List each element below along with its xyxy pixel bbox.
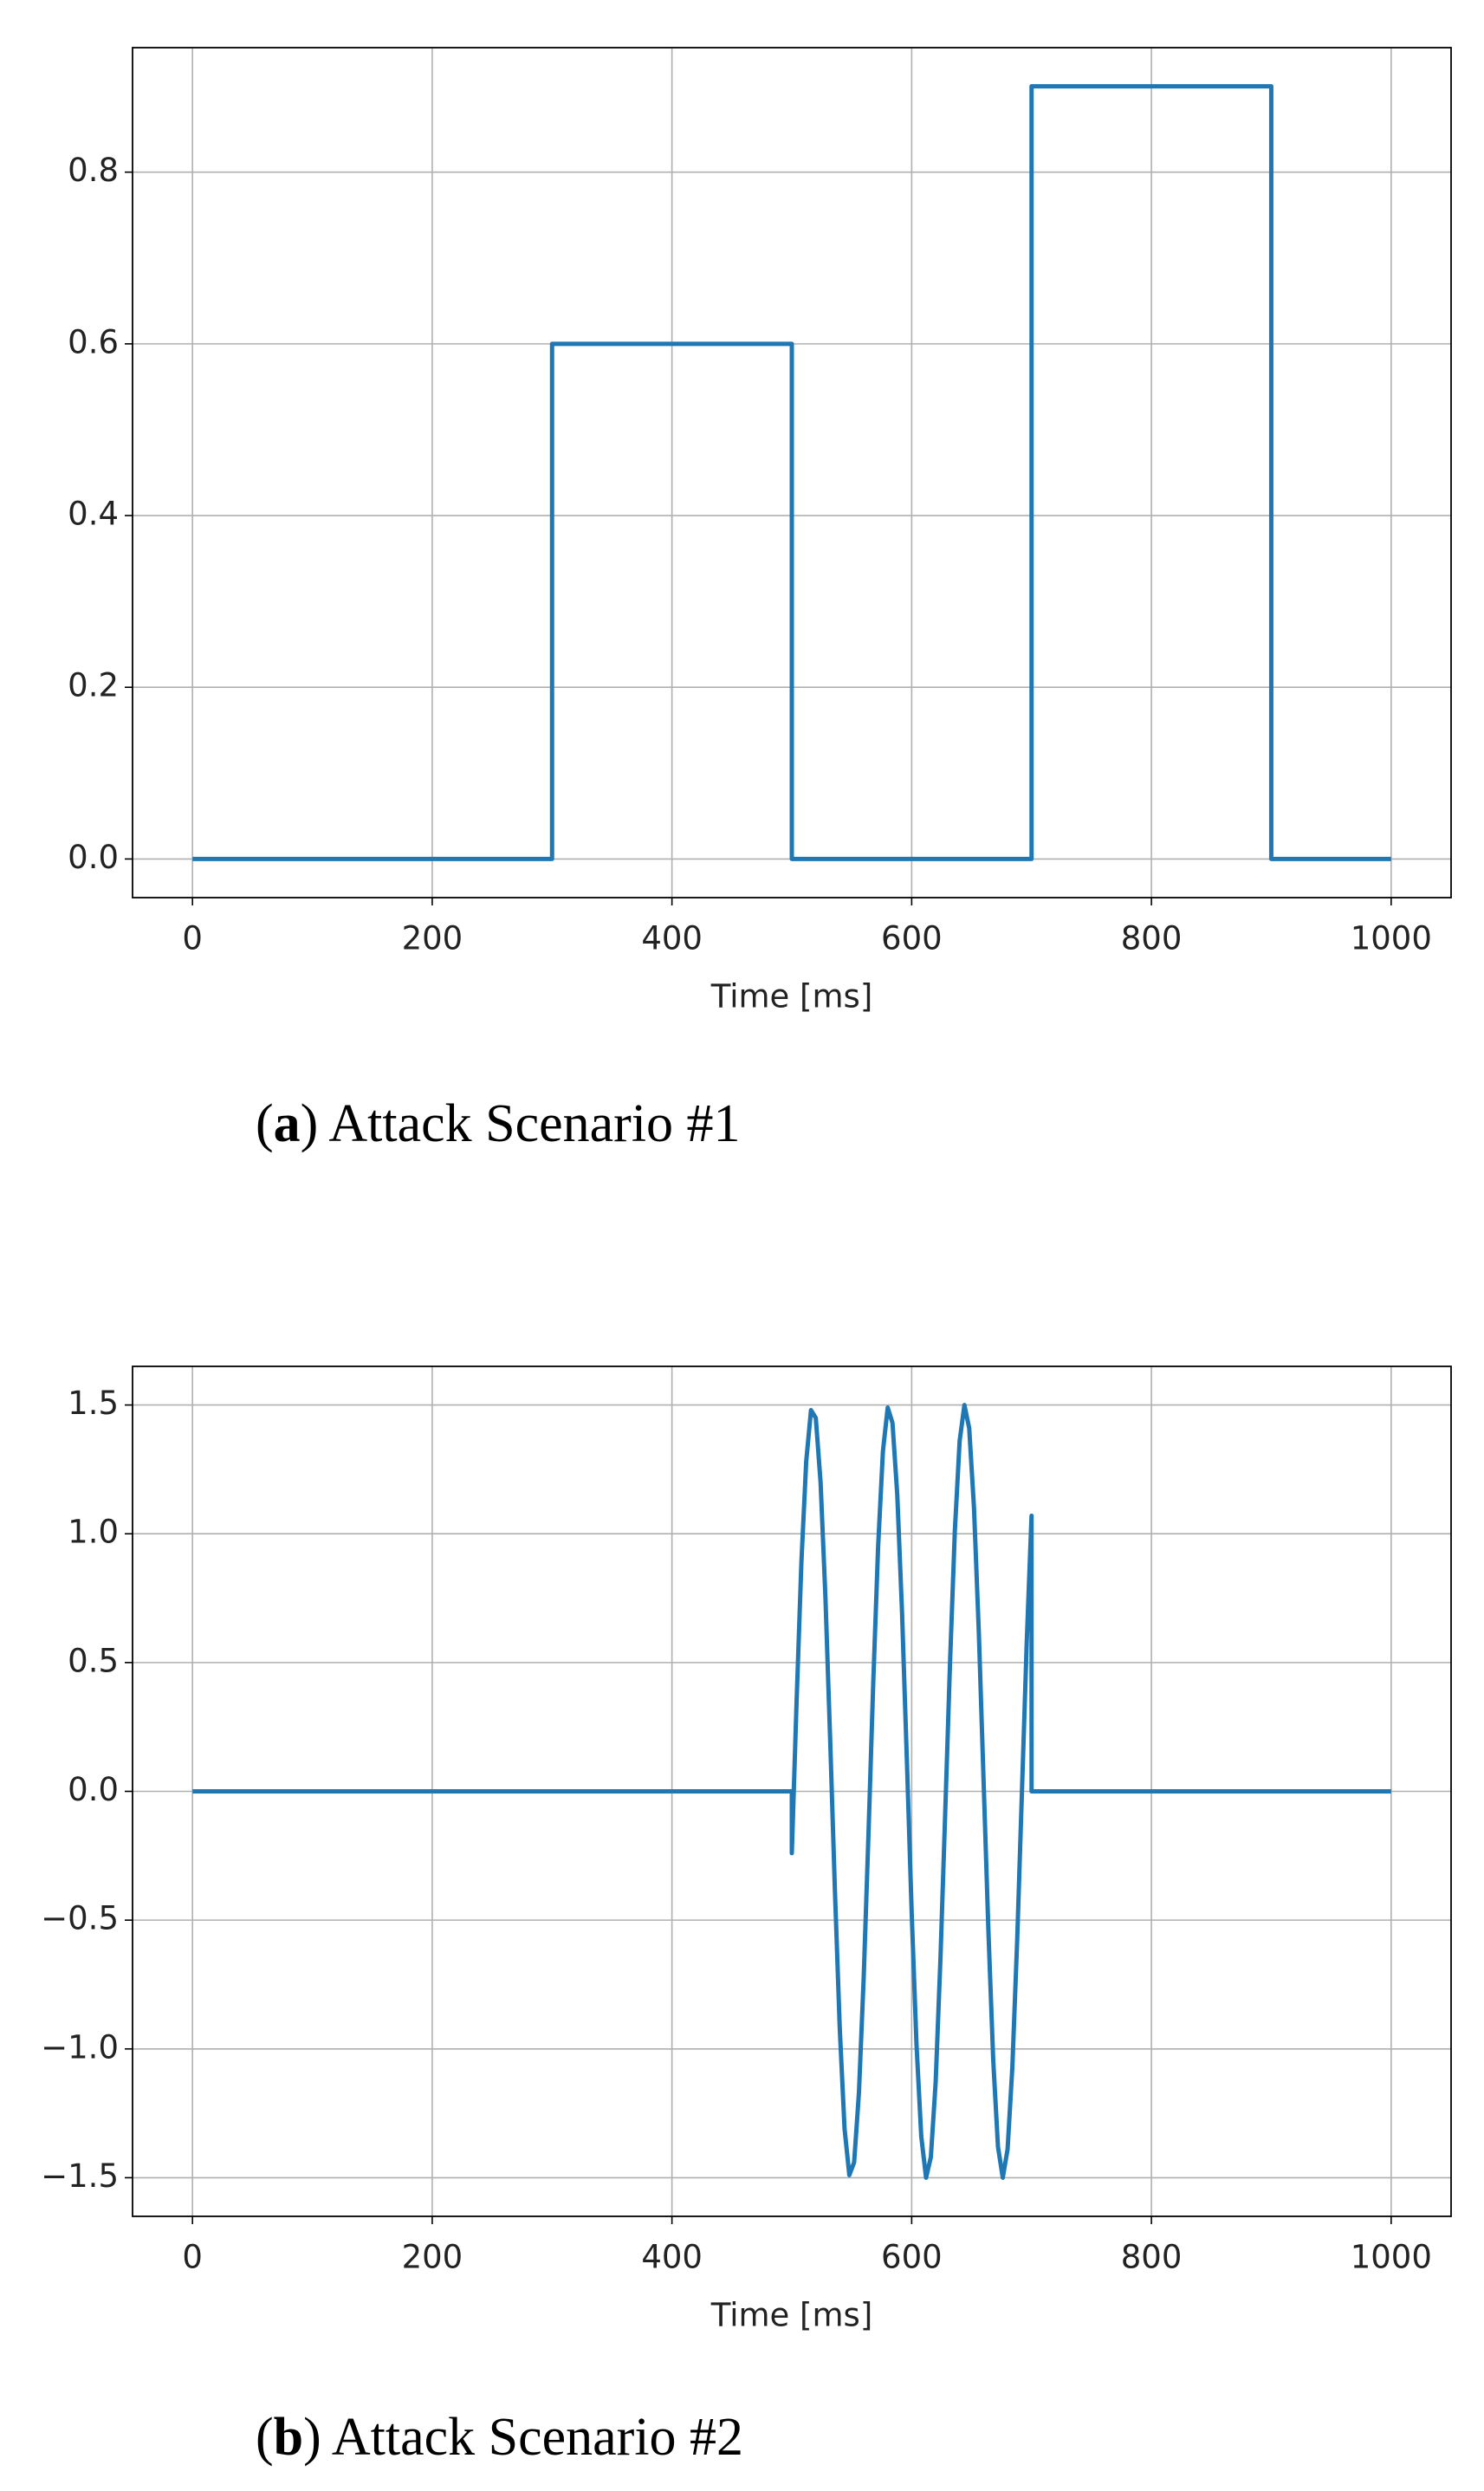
x-tick-label: 600 [881, 2239, 943, 2276]
y-tick-label: −1.5 [41, 2157, 119, 2195]
x-tick-label: 800 [1121, 2239, 1183, 2276]
caption: (a) Attack Scenario #1 [256, 1094, 741, 1153]
y-tick-label: 0.5 [68, 1642, 119, 1679]
caption-part: a [274, 1094, 301, 1153]
y-tick-label: −1.0 [41, 2028, 119, 2066]
x-tick-label: 0 [182, 920, 203, 957]
x-axis-label: Time [ms] [710, 978, 873, 1015]
y-tick-label: 0.0 [68, 1771, 119, 1808]
x-tick-label: 800 [1121, 920, 1183, 957]
y-tick-label: 0.4 [68, 496, 119, 533]
data-line [192, 84, 1391, 861]
caption-part: ( [256, 1094, 274, 1153]
x-tick-label: 0 [182, 2239, 203, 2276]
caption: (b) Attack Scenario #2 [256, 2408, 743, 2467]
y-tick-label: −0.5 [41, 1900, 119, 1937]
data-line [192, 1403, 1391, 2180]
y-tick-label: 1.5 [68, 1385, 119, 1422]
y-tick-label: 0.0 [68, 839, 119, 876]
axes-frame [132, 1366, 1452, 2217]
x-axis-label: Time [ms] [710, 2297, 873, 2334]
y-tick-label: 0.6 [68, 323, 119, 360]
caption-part: b [274, 2408, 303, 2467]
x-tick-label: 1000 [1351, 920, 1432, 957]
axes-frame [132, 47, 1452, 898]
x-tick-label: 400 [641, 2239, 703, 2276]
x-tick-label: 600 [881, 920, 943, 957]
caption-part: ( [256, 2408, 274, 2467]
y-tick-label: 0.8 [68, 152, 119, 189]
x-tick-label: 200 [402, 920, 463, 957]
x-tick-label: 1000 [1351, 2239, 1432, 2276]
caption-part: ) Attack Scenario #1 [301, 1094, 741, 1153]
x-tick-label: 200 [402, 2239, 463, 2276]
caption-part: ) Attack Scenario #2 [303, 2408, 743, 2467]
x-tick-label: 400 [641, 920, 703, 957]
y-tick-label: 1.0 [68, 1514, 119, 1551]
y-tick-label: 0.2 [68, 667, 119, 704]
